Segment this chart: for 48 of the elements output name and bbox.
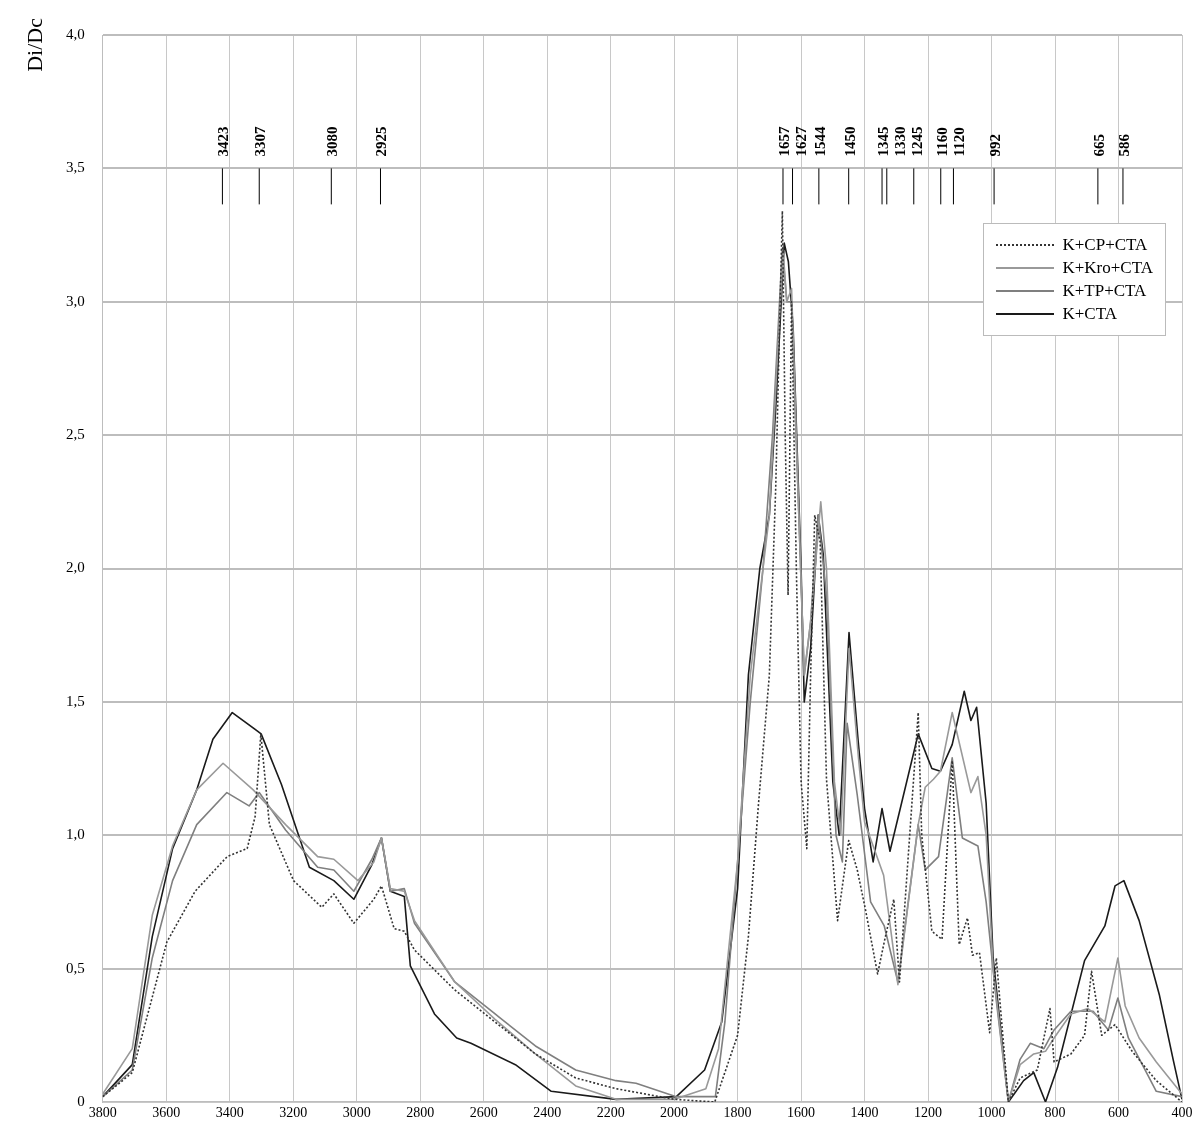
- ref-line-label: 992: [987, 133, 1004, 157]
- y-tick-label: 3,0: [66, 292, 85, 309]
- y-tick-label: 2,5: [66, 426, 85, 443]
- y-tick-label: 1,5: [66, 692, 85, 709]
- x-tick-label: 2800: [406, 1105, 435, 1121]
- x-tick-label: 1200: [914, 1105, 943, 1121]
- x-tick-label: 1400: [850, 1105, 879, 1121]
- y-tick-label: 0,5: [66, 959, 85, 976]
- x-tick-label: 400: [1171, 1105, 1193, 1121]
- x-tick-label: 2400: [533, 1105, 562, 1121]
- ref-line-label: 1627: [792, 125, 809, 157]
- ref-line-label: 1544: [811, 125, 828, 157]
- legend-label: K+TP+CTA: [1062, 281, 1147, 301]
- y-tick-label: 0: [77, 1092, 85, 1109]
- ref-line-label: 3307: [252, 125, 269, 157]
- x-tick-label: 2600: [469, 1105, 498, 1121]
- ref-line-label: 2925: [373, 126, 390, 157]
- y-tick-label: 4,0: [66, 25, 85, 42]
- ref-line-label: 1657: [775, 125, 792, 157]
- ref-line-label: 1450: [841, 126, 858, 157]
- ref-line-label: 3080: [324, 126, 341, 157]
- x-tick-label: 1800: [723, 1105, 752, 1121]
- ref-line-label: 1330: [892, 126, 909, 157]
- x-tick-label: 3200: [279, 1105, 308, 1121]
- y-tick-label: 2,0: [66, 559, 85, 576]
- x-tick-label: 3800: [88, 1105, 117, 1121]
- x-tick-label: 1000: [977, 1105, 1006, 1121]
- y-tick-label: 1,0: [66, 826, 85, 843]
- ref-line-label: 1160: [933, 127, 950, 157]
- x-tick-label: 1600: [787, 1105, 816, 1121]
- y-tick-label: 3,5: [66, 159, 85, 176]
- x-tick-label: 2000: [660, 1105, 689, 1121]
- ref-line-label: 665: [1090, 133, 1107, 157]
- legend-label: K+CTA: [1062, 304, 1117, 324]
- x-tick-label: 600: [1108, 1105, 1130, 1121]
- legend-label: K+Kro+CTA: [1062, 258, 1153, 278]
- ref-line-label: 1345: [875, 126, 892, 157]
- x-tick-label: 3400: [215, 1105, 244, 1121]
- ref-line-label: 586: [1115, 133, 1132, 157]
- x-tick-label: 800: [1044, 1105, 1066, 1121]
- legend-label: K+CP+CTA: [1062, 235, 1148, 255]
- x-tick-label: 3600: [152, 1105, 181, 1121]
- ref-line-label: 1245: [909, 126, 926, 157]
- x-tick-label: 2200: [596, 1105, 625, 1121]
- x-tick-label: 3000: [342, 1105, 371, 1121]
- y-axis-title: Di/Dc: [21, 17, 47, 72]
- ref-line-label: 1120: [950, 127, 967, 157]
- ref-line-label: 3423: [215, 126, 232, 157]
